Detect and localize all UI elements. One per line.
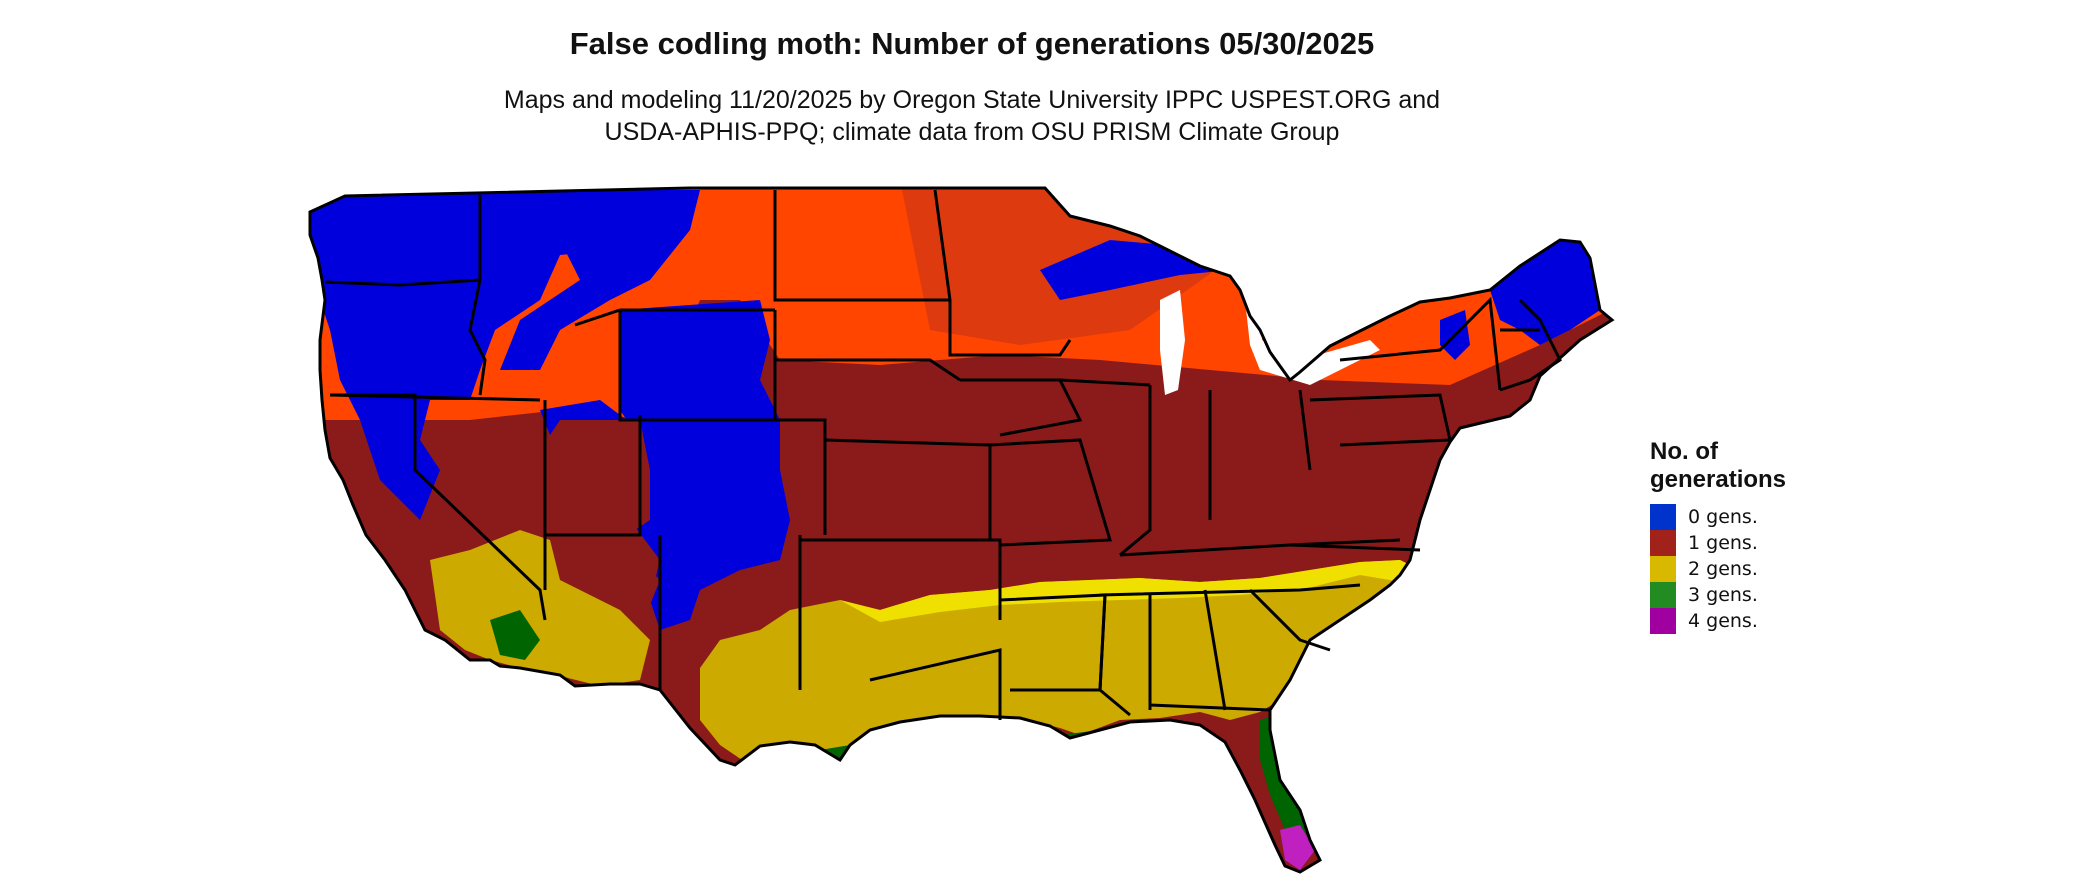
zone-2-gen-edge (840, 560, 1430, 622)
us-generations-map (308, 186, 1614, 874)
legend-label-0-gens: 0 gens. (1688, 506, 1758, 528)
legend-title-line-1: No. of (1650, 438, 1718, 465)
legend-item-2-gens: 2 gens. (1650, 556, 1786, 582)
zone-3-gen-texas (820, 730, 945, 855)
border-nc-va (1289, 543, 1421, 552)
border-or-south (329, 393, 541, 402)
legend-swatch-4-gens (1650, 608, 1676, 634)
border-al-ga (1203, 589, 1227, 711)
legend: No. of generations 0 gens. 1 gens. 2 gen… (1650, 438, 1786, 634)
border-wa-or (324, 278, 481, 287)
zone-0-gen-cascades (340, 190, 700, 370)
zone-4-gen-texas (870, 790, 905, 855)
border-tn-south (1099, 583, 1361, 597)
map-subtitle: Maps and modeling 11/20/2025 by Oregon S… (0, 84, 1944, 148)
border-ga-sc (1248, 588, 1331, 652)
border-oh-east (1298, 389, 1312, 471)
legend-swatch-1-gens (1650, 530, 1676, 556)
zone-2-gen-desert (430, 530, 650, 686)
legend-item-4-gens: 4 gens. (1650, 608, 1786, 634)
legend-swatch-3-gens (1650, 582, 1676, 608)
subtitle-line-2: USDA-APHIS-PPQ; climate data from OSU PR… (604, 118, 1340, 146)
border-wi-il (1059, 378, 1151, 387)
zone-4-gen-florida (1280, 825, 1315, 870)
legend-swatch-2-gens (1650, 556, 1676, 582)
state-borders (308, 186, 1614, 874)
legend-label-3-gens: 3 gens. (1688, 584, 1758, 606)
subtitle-line-1: Maps and modeling 11/20/2025 by Oregon S… (503, 86, 1441, 114)
legend-item-3-gens: 3 gens. (1650, 582, 1786, 608)
border-co-north (640, 418, 827, 535)
border-pa (1309, 393, 1452, 447)
border-il-east (1119, 385, 1152, 557)
zone-0-gen-rockies (620, 300, 790, 630)
border-mn (933, 189, 1072, 357)
legend-title-line-2: generations (1650, 466, 1787, 493)
map-title: False codling moth: Number of generation… (569, 26, 1375, 61)
border-new-england (1499, 298, 1562, 392)
border-ga-fl (1149, 703, 1271, 712)
border-id-west (468, 195, 487, 396)
legend-swatch-0-gens (1650, 504, 1676, 530)
legend-label-4-gens: 4 gens. (1688, 610, 1758, 632)
zone-3-gen-arizona (490, 610, 540, 660)
legend-item-0-gens: 0 gens. (1650, 504, 1786, 530)
border-ok (800, 538, 1002, 620)
border-mississippi (1098, 594, 1131, 717)
legend-item-1-gens: 1 gens. (1650, 530, 1786, 556)
border-ny (1339, 296, 1502, 391)
zone-0-gen-northwest (310, 188, 620, 520)
border-tx-east (869, 648, 1002, 720)
border-sd-ne (775, 358, 961, 382)
zone-3-gen-edge (910, 728, 960, 745)
border-ut-co (545, 415, 642, 537)
border-mo (989, 438, 1112, 547)
border-ia (960, 378, 1083, 437)
lake-michigan (1160, 290, 1185, 395)
border-nd-sd (773, 190, 950, 302)
legend-title: No. of generations (1650, 438, 1786, 494)
legend-label-2-gens: 2 gens. (1688, 558, 1758, 580)
zone-0-gen-new-england (1490, 240, 1600, 345)
legend-label-1-gens: 1 gens. (1688, 532, 1758, 554)
